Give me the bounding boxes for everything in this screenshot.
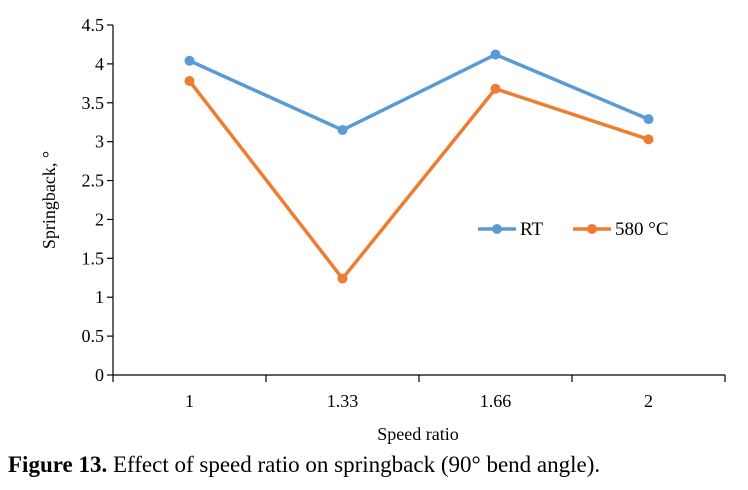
series-line-1 [187, 79, 651, 281]
x-tick-label: 1 [185, 391, 194, 411]
series-group [184, 49, 654, 284]
x-axis-title: Speed ratio [377, 424, 458, 444]
x-tick-label: 1.33 [327, 391, 359, 411]
data-point [490, 83, 501, 94]
legend-label-1: 580 °C [615, 219, 669, 240]
legend-marker-1 [587, 224, 597, 234]
y-tick-label: 1.5 [82, 248, 105, 268]
data-point [337, 125, 348, 135]
y-tick-label: 0.5 [82, 326, 105, 346]
y-axis-title: Springback, ° [39, 151, 59, 249]
data-point [490, 49, 501, 60]
y-tick-label: 3.5 [82, 93, 105, 113]
figure-caption: Figure 13. Effect of speed ratio on spri… [8, 452, 748, 478]
y-tick-label: 4.5 [82, 15, 105, 35]
y-tick-label: 2.5 [82, 171, 105, 191]
y-tick-label: 1 [95, 287, 104, 307]
data-point [337, 273, 348, 284]
legend-marker-0 [492, 224, 502, 234]
line-chart: 0 0.5 1 1.5 2 2.5 3 3.5 4 4.5 1 1.33 1.66 2 RT 580 °C… [39, 15, 726, 444]
x-tick-label: 2 [644, 391, 653, 411]
figure-caption-label: Figure 13. [8, 452, 108, 477]
series-line-0 [187, 52, 651, 132]
figure-caption-text: Effect of speed ratio on springback (90°… [112, 452, 601, 477]
data-point [184, 76, 195, 86]
data-point [184, 55, 195, 66]
x-axis: 1 1.33 1.66 2 [112, 374, 726, 411]
y-axis: 0 0.5 1 1.5 2 2.5 3 3.5 4 4.5 [82, 15, 114, 385]
y-tick-label: 2 [95, 209, 104, 229]
legend: RT 580 °C [478, 219, 669, 240]
y-tick-label: 3 [95, 132, 104, 152]
legend-label-0: RT [520, 219, 544, 240]
x-tick-label: 1.66 [480, 391, 512, 411]
y-tick-label: 4 [95, 54, 104, 74]
data-point [643, 134, 654, 145]
y-tick-label: 0 [95, 365, 104, 385]
data-point [643, 114, 654, 125]
